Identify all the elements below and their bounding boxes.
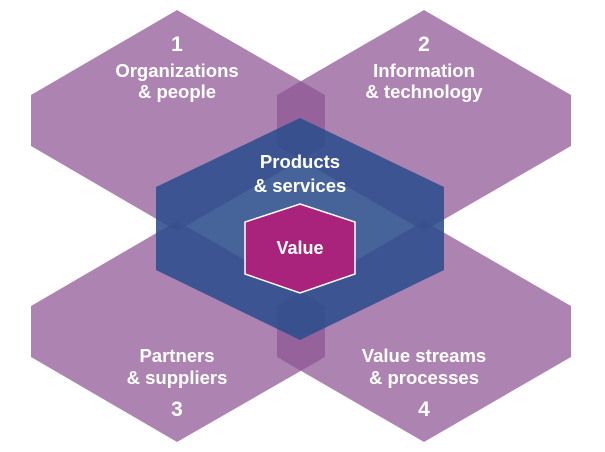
dimension-3-number: 3 [171, 398, 183, 421]
dimension-3-title-line1: Partners [139, 345, 214, 366]
dimension-4-title-line2: & processes [369, 367, 479, 388]
dimension-2-title-line1: Information [373, 60, 475, 81]
hexagon-value [244, 203, 356, 294]
dimension-2-title-line2: & technology [365, 81, 483, 102]
dimension-4-number: 4 [418, 398, 430, 421]
dimension-1-title-line1: Organizations [115, 60, 238, 81]
dimension-4-title-line1: Value streams [362, 345, 486, 366]
dimension-3-title-line2: & suppliers [127, 367, 228, 388]
value-label: Value [276, 238, 323, 258]
products-services-title-line2: & services [254, 175, 347, 196]
dimension-2-number: 2 [418, 33, 430, 56]
dimension-1-title-line2: & people [138, 81, 216, 102]
dimension-1-number: 1 [171, 33, 183, 56]
products-services-title-line1: Products [260, 151, 340, 172]
